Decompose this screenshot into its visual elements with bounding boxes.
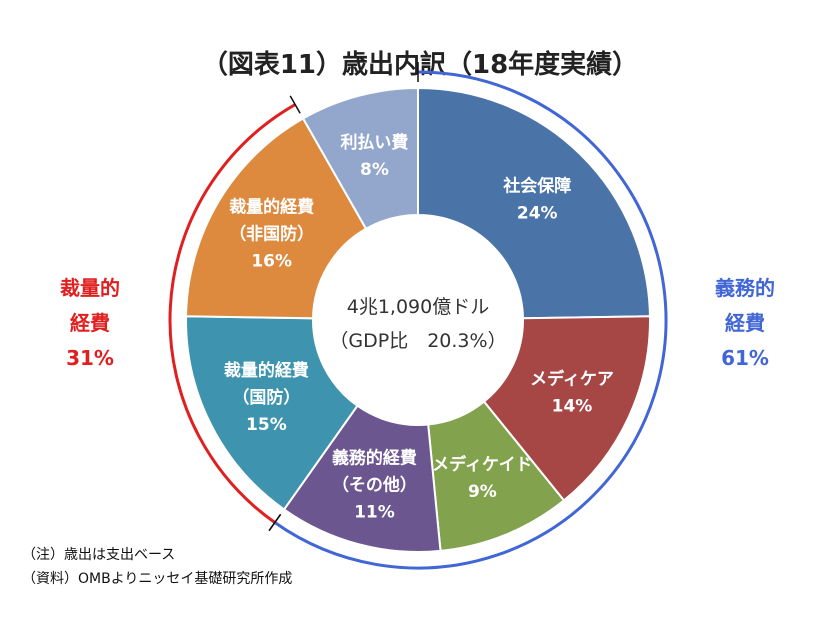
slice-3-label: メディケイド	[432, 454, 532, 475]
slice-5-label: （国防）	[232, 387, 300, 408]
slice-1-label: 社会保障	[502, 175, 571, 196]
slice-5-label: 裁量的経費	[224, 360, 309, 381]
slice-4-percent-label: 11%	[354, 502, 395, 522]
group-1-label: 経費	[70, 311, 110, 335]
group-label-layer: 裁量的経費 31% 義務的経費 61%	[60, 276, 775, 370]
slice-7	[301, 86, 419, 231]
slice-2-label: メディケア	[530, 368, 614, 389]
center-gdp-ratio-text: （GDP比 20.3%）	[329, 330, 506, 352]
slice-5	[185, 315, 359, 511]
slice-6-label: 裁量的経費	[229, 196, 314, 217]
slice-6	[185, 117, 368, 320]
slice-label-layer: 社会保障 24% メディケア 14% メディケイド 9% 義務的経費 （その他） 11% 裁量的経…	[224, 132, 614, 522]
slice-5-percent-label: 15%	[246, 415, 287, 435]
slice-3-percent-label: 9%	[468, 482, 497, 502]
slice-1-percent-label: 24%	[517, 203, 558, 223]
slice-6-label: （非国防）	[229, 223, 314, 244]
slice-7-label: 利払い費	[340, 132, 408, 153]
group-1-percent-label: 31%	[66, 346, 114, 370]
footnote-note: （注）歳出は支出ベース	[22, 547, 176, 563]
slice-4-label: 義務的経費	[332, 447, 417, 468]
group-2-label: 義務的	[715, 276, 775, 300]
slice-4	[282, 404, 442, 553]
slice-6-percent-label: 16%	[251, 251, 292, 271]
group-bracket-tick	[289, 95, 301, 114]
group-bracket-arc-1	[168, 103, 296, 524]
slice-2	[482, 315, 651, 502]
slice-7-percent-label: 8%	[360, 160, 389, 180]
group-2-percent-label: 61%	[721, 346, 769, 370]
slice-4-label: （その他）	[332, 474, 417, 495]
footnote-source: （資料）OMBよりニッセイ基礎研究所作成	[22, 571, 293, 587]
chart-title: （図表11）歳出内訳（18年度実績）	[202, 49, 638, 80]
group-bracket-tick	[268, 513, 282, 532]
center-total-text: 4兆1,090億ドル	[347, 296, 489, 318]
group-bracket-layer	[168, 62, 668, 570]
slice-1	[417, 86, 651, 320]
group-bracket-arc-2	[273, 70, 668, 570]
slice-2-percent-label: 14%	[552, 396, 593, 416]
group-2-label: 経費	[725, 311, 765, 335]
slice-layer	[185, 86, 651, 553]
group-1-label: 裁量的	[60, 276, 120, 300]
